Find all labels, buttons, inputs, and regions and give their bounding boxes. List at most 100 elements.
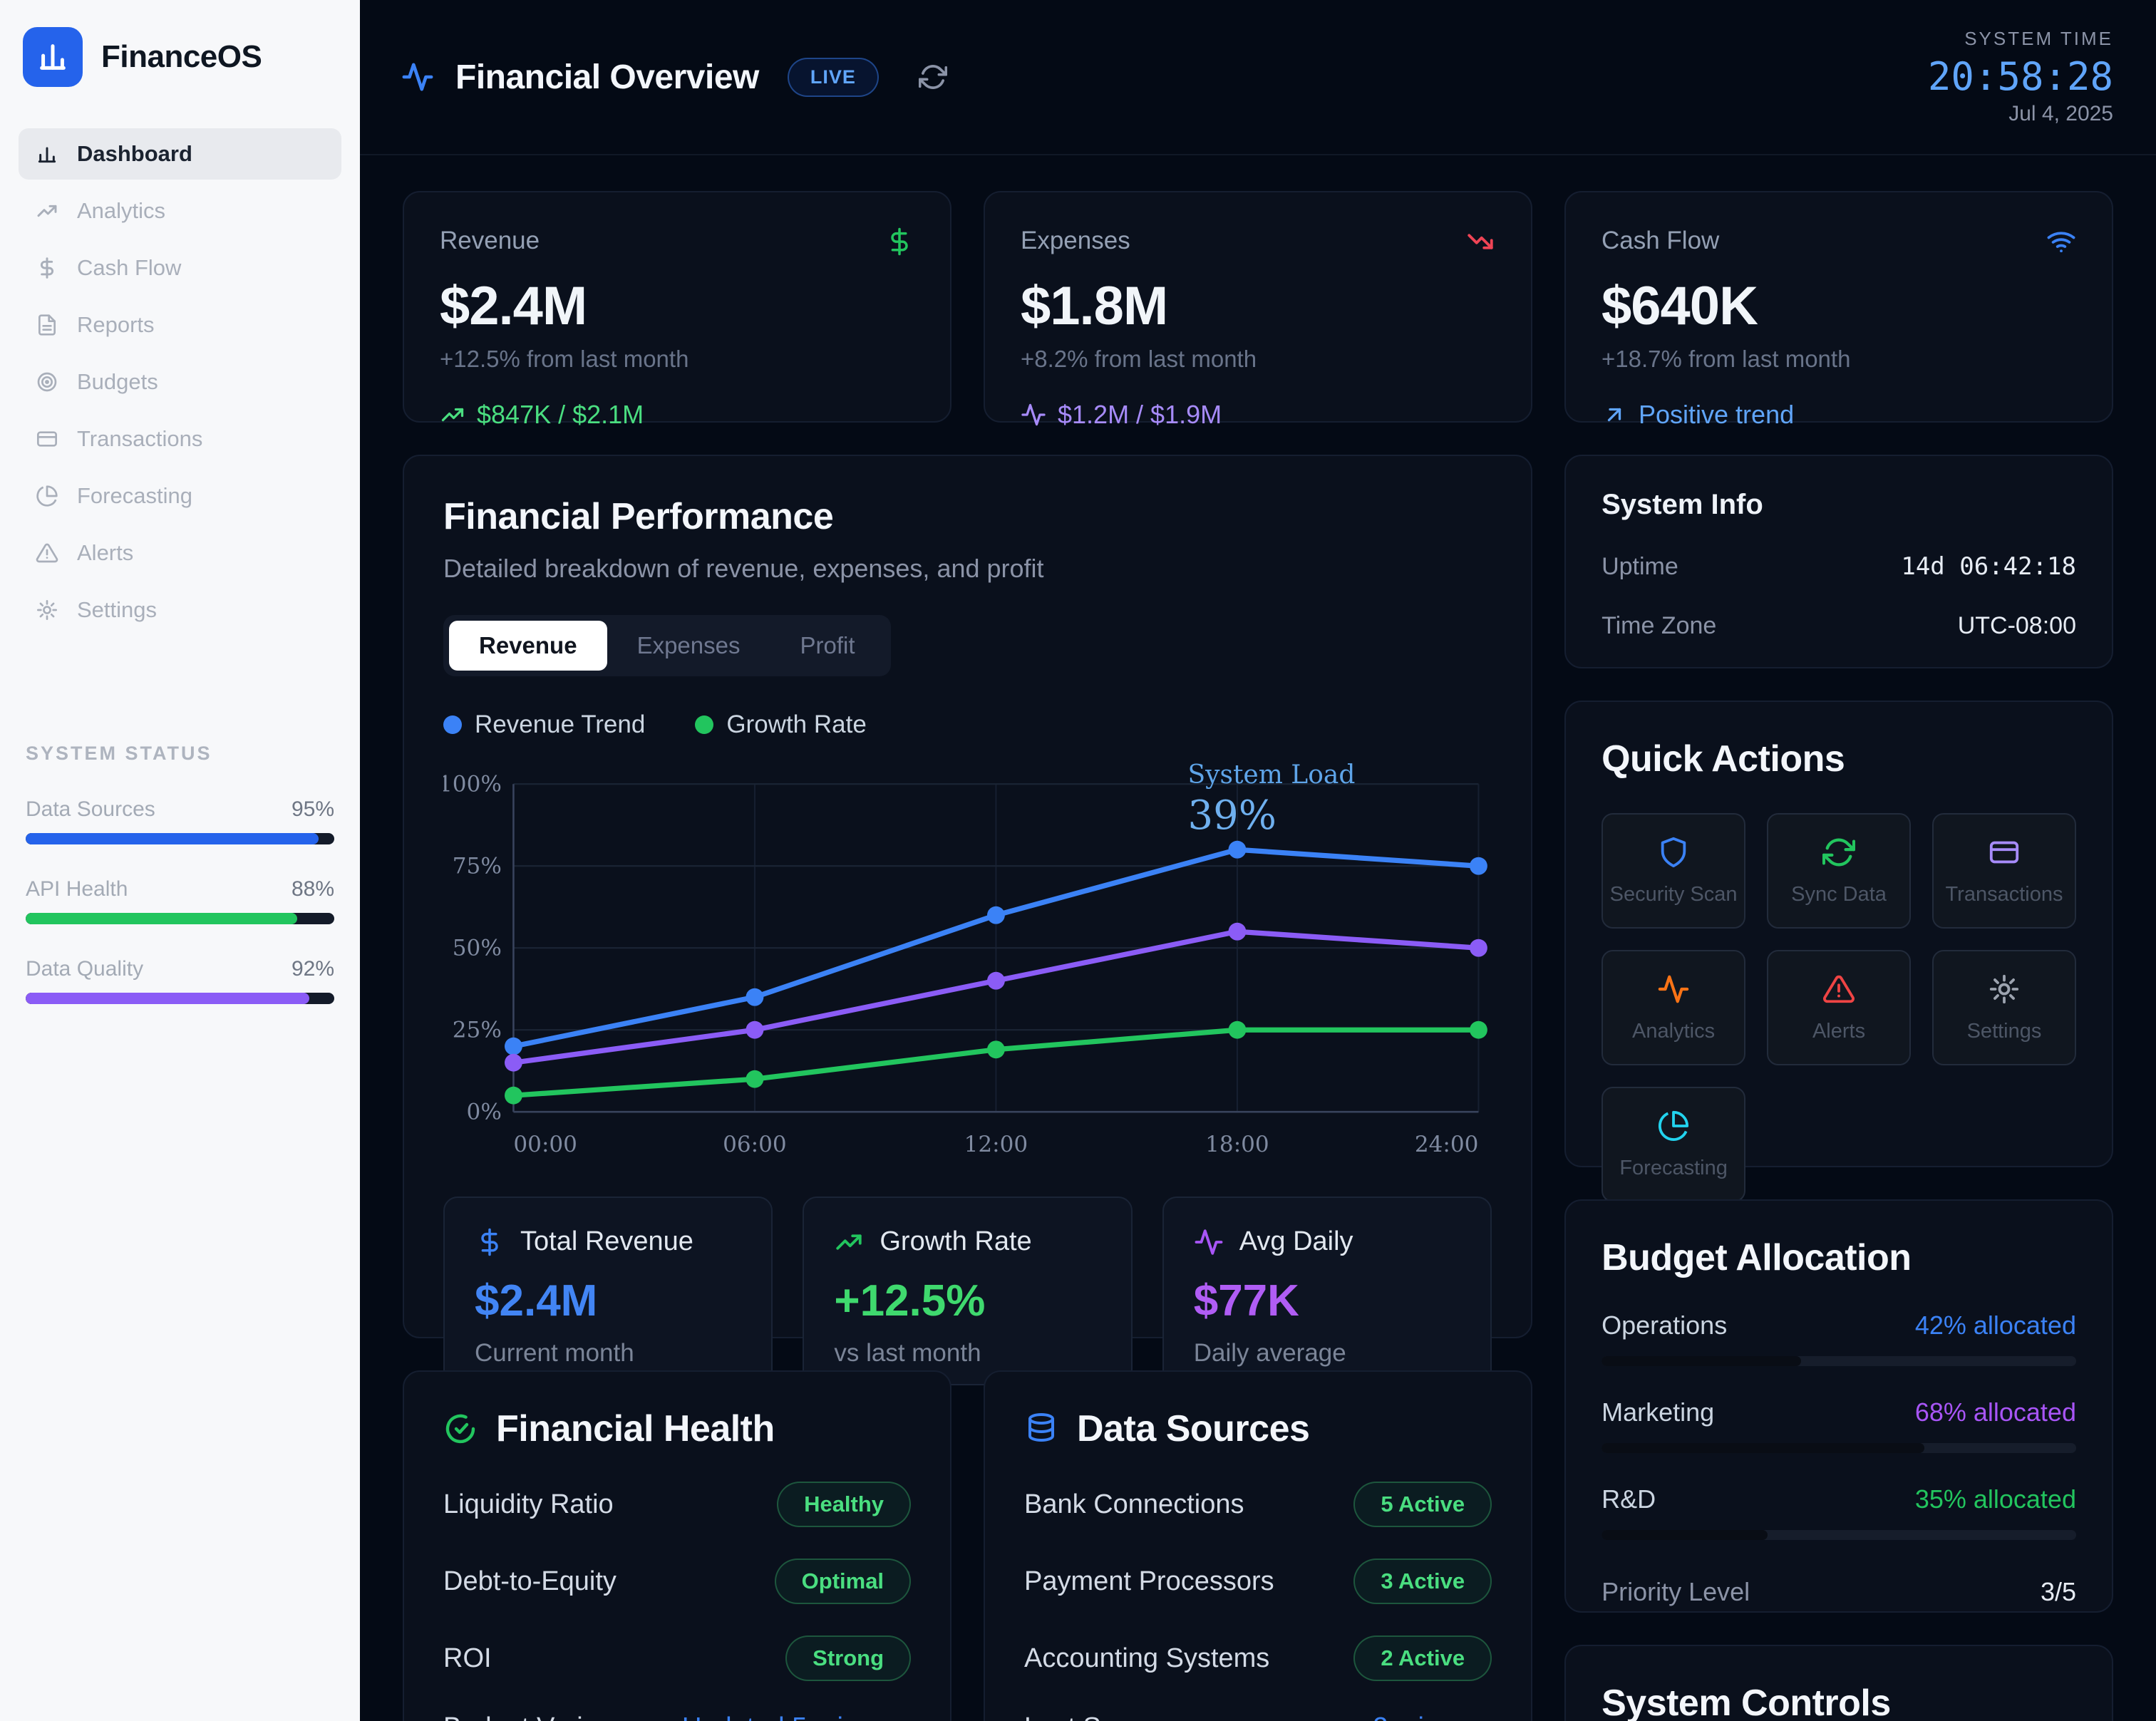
tab-profit[interactable]: Profit [800,632,855,658]
kpi-trend: $1.2M / $1.9M [1021,400,1495,430]
budget-row-priority: Priority Level 3/5 [1601,1577,2076,1607]
row-value: UTC-08:00 [1957,612,2076,639]
row-label: Last Sync [1024,1712,1143,1721]
status-label: Data Quality [26,957,144,981]
status-badge: 5 Active [1353,1482,1492,1527]
chart-stat-row: Total Revenue $2.4M Current month Growth… [443,1197,1492,1386]
kpi-card-revenue: Revenue $2.4M +12.5% from last month $84… [403,191,951,429]
legend-dot [695,715,714,734]
status-label: API Health [26,877,128,901]
health-row-variance: Budget Variance Updated 5 min ago [443,1712,911,1721]
progress-fill [26,913,298,924]
activity-icon [1021,403,1046,426]
quick-action-sync-data[interactable]: Sync Data [1767,813,1912,929]
kpi-card-cash-flow: Cash Flow $640K +18.7% from last month P… [1564,191,2113,429]
tab-expenses[interactable]: Expenses [636,632,741,658]
status-badge: Strong [785,1635,912,1681]
alert-triangle-icon [1823,975,1855,1003]
progress-track [26,913,334,924]
row-label: Priority Level [1601,1577,1750,1606]
system-status-title: SYSTEM STATUS [26,743,212,764]
main-area: Financial Overview LIVE SYSTEM TIME 20:5… [360,0,2156,1721]
sidebar-item-label: Settings [77,597,158,622]
check-circle-icon [445,1414,475,1444]
panel-title: System Controls [1601,1683,1891,1721]
quick-action-alerts[interactable]: Alerts [1767,950,1912,1065]
row-value: 2 min ago [1373,1712,1492,1721]
status-label: Data Sources [26,797,155,821]
kpi-label: Expenses [1021,227,1130,254]
sidebar: FinanceOS Dashboard Analytics Cash Flow … [0,0,360,1721]
svg-text:06:00: 06:00 [723,1132,787,1157]
sidebar-item-alerts[interactable]: Alerts [19,527,341,579]
wifi-icon [2047,232,2075,253]
quick-action-analytics[interactable]: Analytics [1601,950,1746,1065]
stat-label: Total Revenue [520,1226,693,1257]
quick-action-security-scan[interactable]: Security Scan [1601,813,1746,929]
kpi-label: Revenue [440,227,540,254]
progress-fill [1601,1356,1801,1366]
status-metric-data-sources: Data Sources 95% [26,797,334,844]
bar-chart-icon [38,147,56,163]
quick-action-label: Alerts [1812,1019,1866,1043]
row-value: 68% allocated [1914,1397,2076,1427]
topbar: Financial Overview LIVE SYSTEM TIME 20:5… [360,0,2156,155]
progress-track [1601,1443,2076,1453]
credit-card-icon [1989,841,2019,863]
status-value: 95% [291,797,334,821]
row-label: Payment Processors [1024,1566,1274,1596]
row-label: Bank Connections [1024,1489,1244,1519]
stat-sub: Daily average [1193,1339,1346,1368]
quick-actions-panel: Quick Actions Security Scan Sync Data [1564,701,2113,1202]
svg-text:0%: 0% [467,1100,502,1125]
activity-icon [1658,975,1689,1003]
panel-title: Quick Actions [1601,738,1845,780]
alert-triangle-icon [36,543,58,563]
sidebar-item-reports[interactable]: Reports [19,299,341,351]
system-info-panel: System Info Uptime 14d 06:42:18 Time Zon… [1564,455,2113,668]
trending-up-icon [836,1234,862,1250]
row-label: Uptime [1601,553,1678,580]
sidebar-item-transactions[interactable]: Transactions [19,413,341,465]
tab-revenue[interactable]: Revenue [449,621,607,671]
sidebar-item-settings[interactable]: Settings [19,584,341,636]
sidebar-item-forecasting[interactable]: Forecasting [19,470,341,522]
trending-up-icon [441,408,464,422]
quick-action-forecasting[interactable]: Forecasting [1601,1087,1746,1202]
activity-icon [402,63,433,91]
main-row: Financial Performance Detailed breakdown… [403,455,2113,1721]
quick-action-label: Forecasting [1619,1156,1728,1179]
page-title: Financial Overview [455,58,759,96]
sidebar-item-cash-flow[interactable]: Cash Flow [19,242,341,294]
progress-fill [1601,1530,1768,1540]
sidebar-item-analytics[interactable]: Analytics [19,185,341,237]
sidebar-item-budgets[interactable]: Budgets [19,356,341,408]
progress-track [26,993,334,1004]
system-time-value: 20:58:28 [1927,54,2113,99]
stat-card-growth-rate: Growth Rate +12.5% vs last month [803,1197,1133,1386]
quick-action-label: Settings [1966,1019,2042,1043]
progress-fill [26,833,319,844]
financial-performance-panel: Financial Performance Detailed breakdown… [403,455,1533,1386]
legend-item-growth-rate: Growth Rate [695,710,867,739]
kpi-sub: +8.2% from last month [1021,346,1257,372]
sidebar-item-dashboard[interactable]: Dashboard [19,128,341,180]
financial-health-card: Financial Health Liquidity Ratio Healthy… [403,1370,952,1721]
quick-action-label: Analytics [1632,1019,1716,1043]
legend-dot [443,715,462,734]
quick-action-settings[interactable]: Settings [1932,950,2076,1065]
progress-track [26,833,334,844]
panel-title: System Info [1601,489,1763,520]
row-label: Debt-to-Equity [443,1566,617,1596]
pie-chart-icon [1659,1110,1689,1141]
kpi-sub: +18.7% from last month [1601,346,1851,372]
health-row-liquidity: Liquidity Ratio Healthy [443,1482,912,1527]
quick-action-transactions[interactable]: Transactions [1932,813,2076,929]
budget-row-operations: Operations 42% allocated [1601,1311,2076,1366]
row-value: 42% allocated [1914,1311,2076,1340]
stat-value: $2.4M [475,1276,598,1326]
refresh-icon[interactable] [918,63,947,91]
brand-name: FinanceOS [101,39,262,74]
gear-icon [1989,974,2019,1003]
